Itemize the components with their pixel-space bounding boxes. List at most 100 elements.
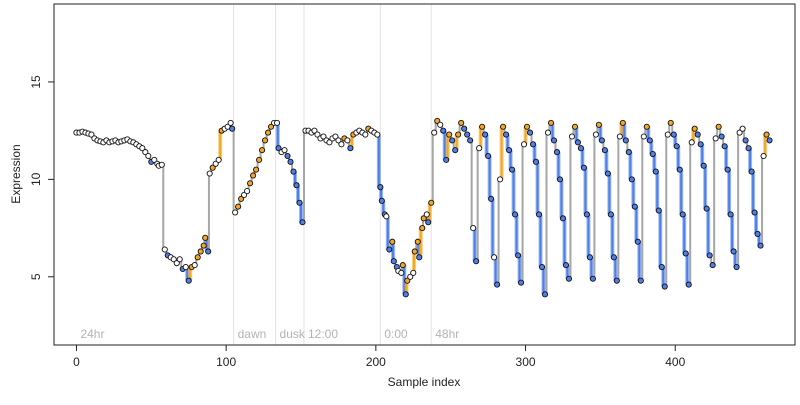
step-highlight xyxy=(607,173,612,215)
data-point xyxy=(151,156,158,163)
y-tick-label: 15 xyxy=(29,75,43,89)
step-highlight xyxy=(619,122,624,137)
step-highlight xyxy=(586,214,591,258)
data-point xyxy=(88,131,95,138)
data-point xyxy=(556,176,564,183)
data-point xyxy=(191,262,198,269)
data-point xyxy=(215,156,222,163)
data-point xyxy=(244,188,251,195)
step-highlight xyxy=(574,126,579,143)
data-point xyxy=(646,137,653,144)
data-point xyxy=(544,129,552,136)
data-point xyxy=(374,131,381,138)
data-point xyxy=(197,248,204,255)
data-point xyxy=(185,277,192,284)
step-highlight xyxy=(376,134,381,188)
data-point xyxy=(649,150,656,158)
data-point xyxy=(383,213,390,220)
data-point xyxy=(467,137,474,144)
data-point xyxy=(512,211,519,218)
step-highlight xyxy=(532,144,537,162)
step-highlight xyxy=(700,144,705,166)
data-point xyxy=(520,141,528,148)
data-point xyxy=(390,258,397,265)
x-axis-label: Sample index xyxy=(388,375,461,389)
step-highlight xyxy=(541,267,546,295)
step-highlight xyxy=(296,185,301,203)
step-highlight xyxy=(691,128,696,143)
data-point xyxy=(479,123,486,130)
data-point xyxy=(235,203,242,210)
step-highlight xyxy=(381,200,386,215)
data-point xyxy=(420,215,427,222)
step-highlight xyxy=(412,251,417,273)
data-point xyxy=(754,230,761,237)
step-highlight xyxy=(580,148,585,168)
step-highlight xyxy=(416,241,421,258)
data-point xyxy=(238,195,245,202)
annotation-label: 24hr xyxy=(80,327,104,341)
data-point xyxy=(437,121,444,128)
data-point xyxy=(550,137,558,144)
data-point xyxy=(655,207,662,214)
data-point xyxy=(212,160,219,167)
step-highlight xyxy=(472,228,477,262)
step-highlight xyxy=(385,216,390,250)
data-point xyxy=(712,135,719,142)
step-highlight xyxy=(490,198,495,258)
data-point xyxy=(652,168,659,175)
step-highlight xyxy=(613,257,618,281)
data-point xyxy=(592,131,599,138)
data-point xyxy=(721,143,728,150)
data-point xyxy=(601,147,608,154)
data-point xyxy=(700,162,707,169)
annotation-label: dawn xyxy=(238,327,267,341)
data-point xyxy=(443,156,450,163)
x-tick-label: 400 xyxy=(665,355,685,369)
step-highlight xyxy=(604,150,609,174)
step-highlight xyxy=(550,122,555,141)
data-point xyxy=(229,125,236,132)
data-point xyxy=(532,158,540,165)
data-point xyxy=(559,215,567,222)
data-point xyxy=(227,119,234,126)
step-highlight xyxy=(511,169,516,215)
data-point xyxy=(452,147,459,154)
step-highlight xyxy=(631,179,636,207)
step-highlight xyxy=(649,140,654,155)
data-point xyxy=(494,281,501,288)
data-point xyxy=(595,121,602,128)
step-highlight xyxy=(730,214,735,252)
step-highlight xyxy=(514,214,519,256)
step-highlight xyxy=(559,179,564,219)
data-point xyxy=(262,137,269,144)
step-highlight xyxy=(748,148,753,172)
data-point xyxy=(311,127,318,134)
data-point xyxy=(281,147,288,154)
data-point xyxy=(473,258,480,265)
data-point xyxy=(509,166,516,173)
step-highlight xyxy=(185,267,190,281)
data-point xyxy=(619,119,626,126)
data-point xyxy=(730,248,737,255)
step-highlight xyxy=(658,210,663,268)
data-point xyxy=(344,137,351,144)
data-point xyxy=(739,125,746,132)
data-point xyxy=(745,145,752,152)
step-highlight xyxy=(454,134,459,151)
data-point xyxy=(598,137,605,144)
step-highlight xyxy=(505,134,510,151)
data-point xyxy=(637,277,644,284)
data-point xyxy=(736,129,743,136)
data-point xyxy=(506,147,513,154)
data-point xyxy=(290,168,297,175)
step-highlight xyxy=(391,241,396,262)
data-point xyxy=(250,172,257,179)
data-point xyxy=(658,264,665,271)
data-point xyxy=(326,139,333,146)
step-highlight xyxy=(293,171,298,186)
data-point xyxy=(464,131,471,138)
data-point xyxy=(757,242,764,249)
step-highlight xyxy=(622,122,627,141)
